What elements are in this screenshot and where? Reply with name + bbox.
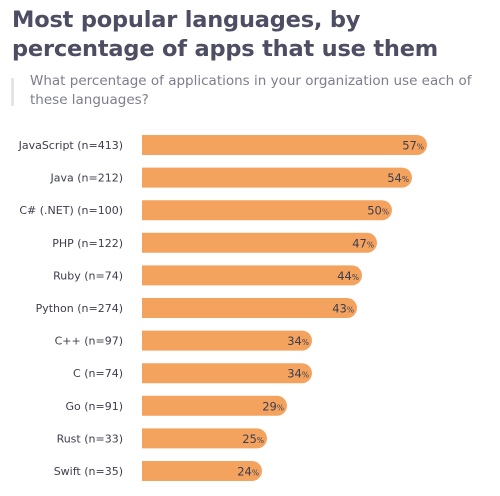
value-suffix: % — [402, 175, 409, 184]
category-label: C (n=74) — [73, 367, 123, 380]
category-label: JavaScript (n=413) — [18, 139, 123, 152]
value-number: 43 — [332, 302, 347, 316]
category-label: PHP (n=122) — [52, 237, 123, 250]
value-suffix: % — [382, 208, 389, 217]
value-label: 57% — [402, 139, 424, 153]
value-suffix: % — [352, 273, 359, 282]
bar — [142, 428, 267, 449]
value-number: 34 — [287, 334, 302, 348]
value-suffix: % — [257, 436, 264, 445]
value-suffix: % — [252, 469, 259, 478]
subtitle-accent-rule — [11, 78, 14, 106]
value-number: 25 — [242, 432, 257, 446]
value-suffix: % — [277, 403, 284, 412]
value-suffix: % — [347, 306, 354, 315]
bar-row: Swift (n=35) 24% — [54, 461, 262, 481]
value-number: 29 — [262, 399, 277, 413]
bar — [142, 135, 427, 155]
value-label: 54% — [387, 171, 409, 185]
bar-row: C++ (n=97) 34% — [55, 330, 312, 351]
bar-row: C (n=74) 34% — [73, 363, 312, 384]
bar-row: Ruby (n=74) 44% — [53, 265, 362, 286]
bar-row: Go (n=91) 29% — [65, 395, 287, 416]
bar — [142, 298, 357, 318]
category-label: Java (n=212) — [50, 172, 124, 185]
bar — [142, 461, 262, 481]
bar-row: C# (.NET) (n=100) 50% — [19, 200, 392, 221]
value-suffix: % — [302, 338, 309, 347]
value-number: 57 — [402, 139, 417, 153]
bar — [142, 232, 377, 253]
category-label: Rust (n=33) — [57, 432, 123, 445]
bar — [142, 200, 392, 221]
bar — [142, 265, 362, 286]
chart-subtitle: What percentage of applications in your … — [30, 73, 472, 108]
bar — [142, 330, 312, 351]
category-label: Swift (n=35) — [54, 465, 123, 478]
category-label: Ruby (n=74) — [53, 269, 123, 282]
value-label: 44% — [337, 269, 359, 283]
value-label: 29% — [262, 399, 284, 413]
bar-row: Rust (n=33) 25% — [57, 428, 267, 449]
category-label: C# (.NET) (n=100) — [19, 204, 123, 217]
value-label: 24% — [237, 465, 259, 479]
value-suffix: % — [417, 143, 424, 152]
category-label: C++ (n=97) — [55, 335, 123, 348]
bar-row: JavaScript (n=413) 57% — [18, 135, 427, 155]
value-number: 47 — [352, 236, 367, 250]
value-number: 24 — [237, 465, 252, 479]
value-label: 34% — [287, 334, 309, 348]
bar-row: PHP (n=122) 47% — [52, 232, 377, 253]
value-number: 50 — [367, 204, 382, 218]
value-label: 25% — [242, 432, 264, 446]
bar-row: Java (n=212) 54% — [50, 167, 412, 188]
category-label: Go (n=91) — [65, 400, 123, 413]
bar-row: Python (n=274) 43% — [36, 298, 357, 318]
value-suffix: % — [367, 240, 374, 249]
value-label: 50% — [367, 204, 389, 218]
category-label: Python (n=274) — [36, 302, 123, 315]
value-label: 47% — [352, 236, 374, 250]
value-number: 34 — [287, 367, 302, 381]
value-number: 44 — [337, 269, 352, 283]
value-suffix: % — [302, 371, 309, 380]
chart-title: Most popular languages, by percentage of… — [12, 7, 439, 62]
bar — [142, 167, 412, 188]
value-label: 43% — [332, 302, 354, 316]
value-label: 34% — [287, 367, 309, 381]
value-number: 54 — [387, 171, 402, 185]
bar — [142, 363, 312, 384]
bar — [142, 395, 287, 416]
